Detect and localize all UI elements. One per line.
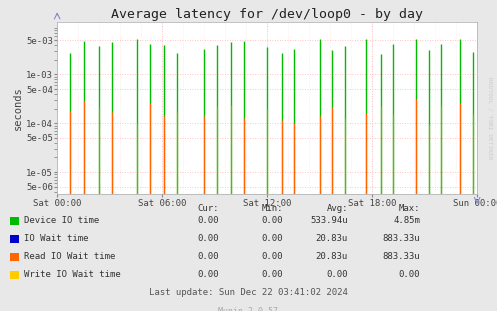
Text: Avg:: Avg: [327, 204, 348, 213]
Text: Min:: Min: [262, 204, 283, 213]
Text: 0.00: 0.00 [197, 253, 219, 261]
Text: Last update: Sun Dec 22 03:41:02 2024: Last update: Sun Dec 22 03:41:02 2024 [149, 289, 348, 297]
Text: 0.00: 0.00 [262, 271, 283, 279]
Text: RRDTOOL / TOBI OETIKER: RRDTOOL / TOBI OETIKER [487, 77, 492, 160]
Text: 0.00: 0.00 [399, 271, 420, 279]
Text: 0.00: 0.00 [262, 253, 283, 261]
Text: Munin 2.0.57: Munin 2.0.57 [219, 307, 278, 311]
Text: 883.33u: 883.33u [382, 234, 420, 243]
Text: 0.00: 0.00 [197, 234, 219, 243]
Text: 883.33u: 883.33u [382, 253, 420, 261]
Text: 0.00: 0.00 [197, 271, 219, 279]
Text: Read IO Wait time: Read IO Wait time [24, 253, 115, 261]
Text: Write IO Wait time: Write IO Wait time [24, 271, 121, 279]
Text: 0.00: 0.00 [327, 271, 348, 279]
Text: 0.00: 0.00 [197, 216, 219, 225]
Title: Average latency for /dev/loop0 - by day: Average latency for /dev/loop0 - by day [111, 7, 423, 21]
Y-axis label: seconds: seconds [13, 86, 23, 130]
Text: Cur:: Cur: [197, 204, 219, 213]
Text: 20.83u: 20.83u [316, 234, 348, 243]
Text: 20.83u: 20.83u [316, 253, 348, 261]
Text: 0.00: 0.00 [262, 216, 283, 225]
Text: 0.00: 0.00 [262, 234, 283, 243]
Text: 4.85m: 4.85m [393, 216, 420, 225]
Text: IO Wait time: IO Wait time [24, 234, 88, 243]
Text: Device IO time: Device IO time [24, 216, 99, 225]
Text: 533.94u: 533.94u [310, 216, 348, 225]
Text: Max:: Max: [399, 204, 420, 213]
